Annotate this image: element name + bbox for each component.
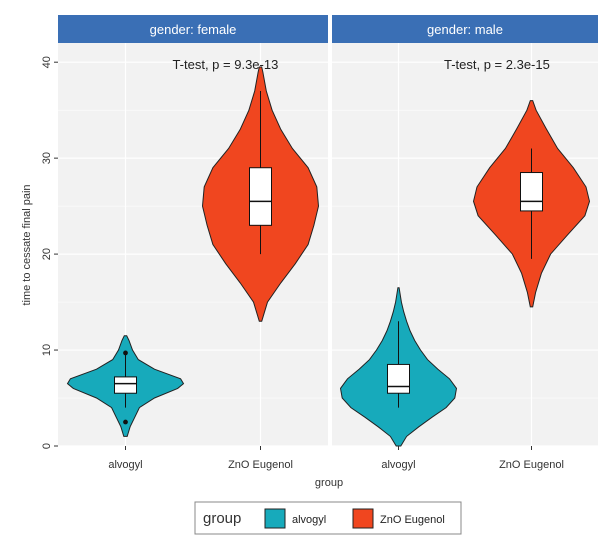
- facet-strip-label: gender: male: [427, 22, 503, 37]
- legend-box: [194, 501, 462, 535]
- y-axis-title: time to cessate final pain: [21, 184, 33, 305]
- legend: group alvogyl ZnO Eugenol: [194, 501, 462, 535]
- y-tick-label: 30: [41, 152, 53, 164]
- box: [387, 363, 410, 394]
- legend-key-0: [264, 508, 286, 529]
- ttest-annotation: T-test, p = 2.3e-15: [444, 57, 550, 72]
- y-tick-label: 0: [41, 443, 53, 449]
- y-tick-label: 20: [41, 248, 53, 260]
- outlier-point: [123, 350, 128, 356]
- outlier-point: [123, 419, 128, 425]
- legend-title: group: [203, 510, 241, 527]
- x-tick-label: alvogyl: [381, 459, 415, 471]
- legend-label-0: alvogyl: [292, 514, 326, 526]
- y-tick-label: 10: [41, 344, 53, 356]
- legend-label-1: ZnO Eugenol: [380, 514, 445, 526]
- x-tick-label: alvogyl: [108, 459, 142, 471]
- legend-key-1: [352, 508, 374, 529]
- box: [114, 376, 137, 394]
- box: [249, 167, 272, 226]
- facet-strip-label: gender: female: [150, 22, 237, 37]
- ttest-annotation: T-test, p = 9.3e-13: [172, 57, 278, 72]
- facet-strip: [332, 15, 598, 43]
- box: [520, 172, 543, 212]
- x-axis-title: group: [315, 477, 343, 489]
- x-tick-label: ZnO Eugenol: [499, 459, 564, 471]
- facet-strip: [58, 15, 328, 43]
- y-tick-label: 40: [41, 56, 53, 68]
- x-tick-label: ZnO Eugenol: [228, 459, 293, 471]
